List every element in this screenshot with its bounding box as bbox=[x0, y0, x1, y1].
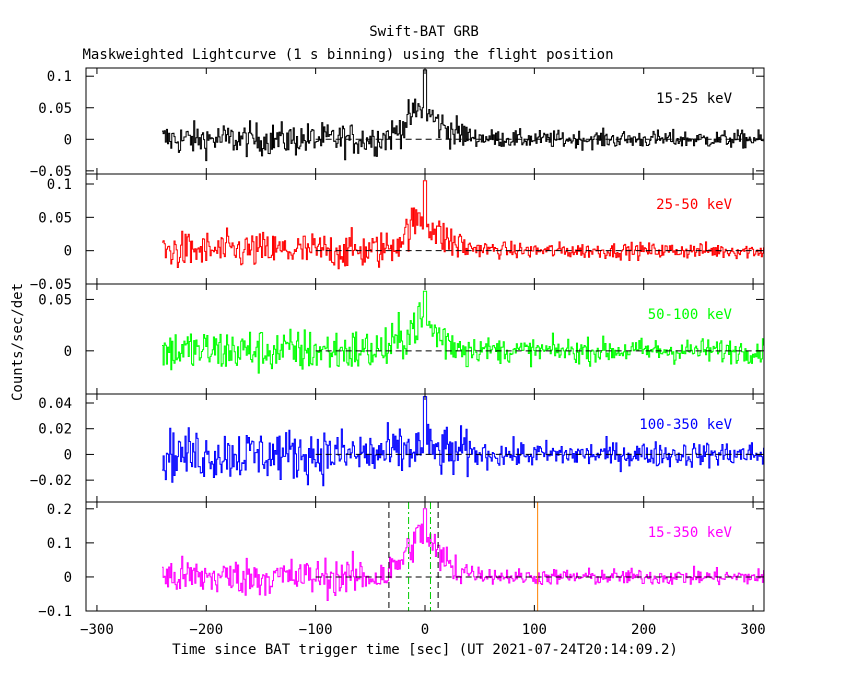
x-axis-label: Time since BAT trigger time [sec] (UT 20… bbox=[172, 642, 678, 658]
panel-50-100-kev: 0 0.05 50-100 keV bbox=[38, 283, 765, 395]
figure-subtitle: Maskweighted Lightcurve (1 s binning) us… bbox=[82, 47, 613, 63]
x-tick-label: −100 bbox=[299, 622, 333, 638]
x-tick-label: 100 bbox=[522, 622, 547, 638]
panel-frame bbox=[85, 173, 765, 285]
y-tick-label: 0.1 bbox=[47, 69, 72, 85]
panel-15-25-kev: −0.05 0 0.05 0.1 15-25 keV bbox=[30, 67, 765, 180]
lightcurve-series bbox=[162, 508, 765, 601]
x-tick-label: 200 bbox=[631, 622, 656, 638]
panels-group: −0.05 0 0.05 0.1 15-25 keV −0.05 0 0.05 0.1 25-50… bbox=[30, 67, 765, 620]
y-tick-label: 0.05 bbox=[38, 101, 72, 117]
x-tick-label: 0 bbox=[421, 622, 429, 638]
lightcurve-series bbox=[162, 180, 765, 270]
band-label: 50-100 keV bbox=[648, 307, 733, 323]
lightcurve-series bbox=[162, 69, 765, 162]
y-tick-label: −0.02 bbox=[30, 473, 72, 489]
x-tick-label: −300 bbox=[80, 622, 114, 638]
band-label: 15-25 keV bbox=[656, 91, 732, 107]
x-tick-labels: −300 −200 −100 0 100 200 300 bbox=[80, 622, 766, 638]
x-tick-label: 300 bbox=[740, 622, 765, 638]
y-tick-label: 0.02 bbox=[38, 422, 72, 438]
y-tick-label: 0.05 bbox=[38, 210, 72, 226]
band-label: 100-350 keV bbox=[639, 417, 732, 433]
y-tick-label: −0.05 bbox=[30, 164, 72, 180]
y-tick-label: 0 bbox=[64, 447, 72, 463]
panel-frame bbox=[85, 501, 765, 612]
band-label: 15-350 keV bbox=[648, 525, 733, 541]
y-axis-label: Counts/sec/det bbox=[10, 283, 26, 401]
x-tick-label: −200 bbox=[189, 622, 223, 638]
y-tick-label: 0 bbox=[64, 344, 72, 360]
panel-15-350-kev: −0.1 0 0.1 0.2 15-350 keV bbox=[38, 501, 765, 620]
y-tick-label: −0.1 bbox=[38, 604, 72, 620]
y-tick-label: 0.1 bbox=[47, 177, 72, 193]
figure-title: Swift-BAT GRB bbox=[369, 24, 479, 40]
panel-25-50-kev: −0.05 0 0.05 0.1 25-50 keV bbox=[30, 173, 765, 293]
lightcurve-series bbox=[162, 290, 765, 374]
panel-100-350-kev: −0.02 0 0.02 0.04 100-350 keV bbox=[30, 393, 765, 503]
band-label: 25-50 keV bbox=[656, 197, 732, 213]
y-tick-label: 0.04 bbox=[38, 396, 72, 412]
y-tick-label: −0.05 bbox=[30, 277, 72, 293]
y-tick-label: 0.2 bbox=[47, 502, 72, 518]
y-tick-label: 0.05 bbox=[38, 292, 72, 308]
y-tick-label: 0 bbox=[64, 570, 72, 586]
y-tick-label: 0 bbox=[64, 132, 72, 148]
y-tick-label: 0.1 bbox=[47, 536, 72, 552]
y-tick-label: 0 bbox=[64, 244, 72, 260]
lightcurve-series bbox=[162, 396, 765, 487]
panel-frame bbox=[85, 67, 765, 175]
